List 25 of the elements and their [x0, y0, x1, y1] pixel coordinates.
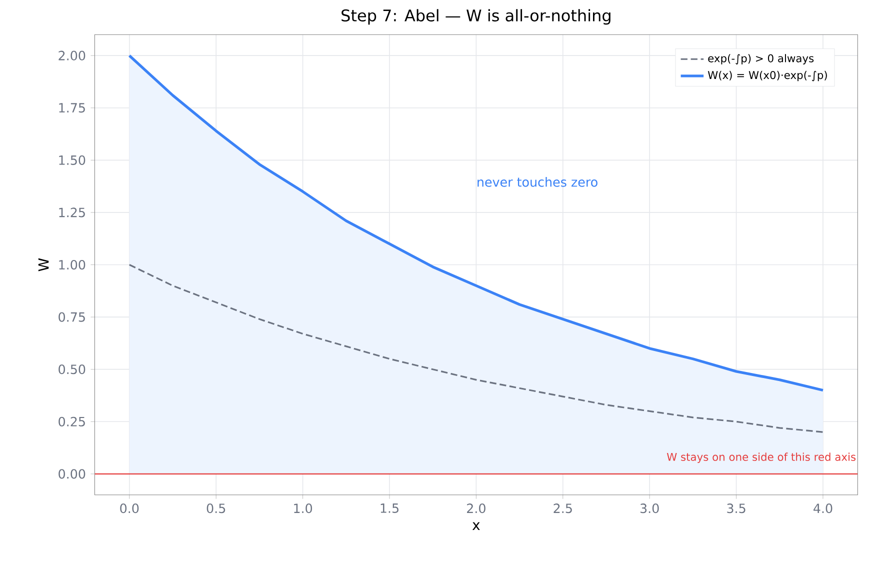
y-tick-label: 1.75 — [59, 103, 85, 113]
x-tick-label: 2.0 — [467, 504, 486, 514]
x-axis-title: x — [472, 522, 480, 530]
y-tick-label: 1.25 — [59, 208, 85, 218]
legend-label: W(x) = W(x0)·exp(-∫p) — [708, 71, 827, 82]
x-tick-label: 0.0 — [120, 504, 139, 514]
y-tick-label: 0.75 — [58, 312, 85, 322]
y-tick-label: 0.50 — [58, 364, 86, 374]
y-tick-label: 1.50 — [59, 156, 86, 166]
ref-line-label: W stays on one side of this red axis — [666, 452, 856, 464]
y-axis-title: W — [38, 258, 49, 272]
x-tick-label: 3.0 — [640, 504, 659, 514]
annotation: never touches zero — [478, 177, 598, 188]
y-tick-label: 0.00 — [58, 469, 86, 479]
chart-title: Step 7: Abel — W is all-or-nothing — [342, 9, 610, 25]
y-tick-label: 2.00 — [58, 51, 86, 61]
x-tick-label: 0.5 — [206, 504, 226, 514]
x-tick-label: 2.5 — [554, 504, 572, 514]
legend-label: exp(-∫p) > 0 always — [708, 54, 814, 65]
x-tick-label: 1.0 — [294, 504, 312, 514]
x-tick-label: 4.0 — [814, 504, 832, 514]
y-tick-label: 0.25 — [58, 417, 85, 427]
x-tick-label: 3.5 — [727, 504, 746, 514]
x-tick-label: 1.5 — [380, 504, 398, 514]
y-tick-label: 1.00 — [59, 260, 86, 270]
